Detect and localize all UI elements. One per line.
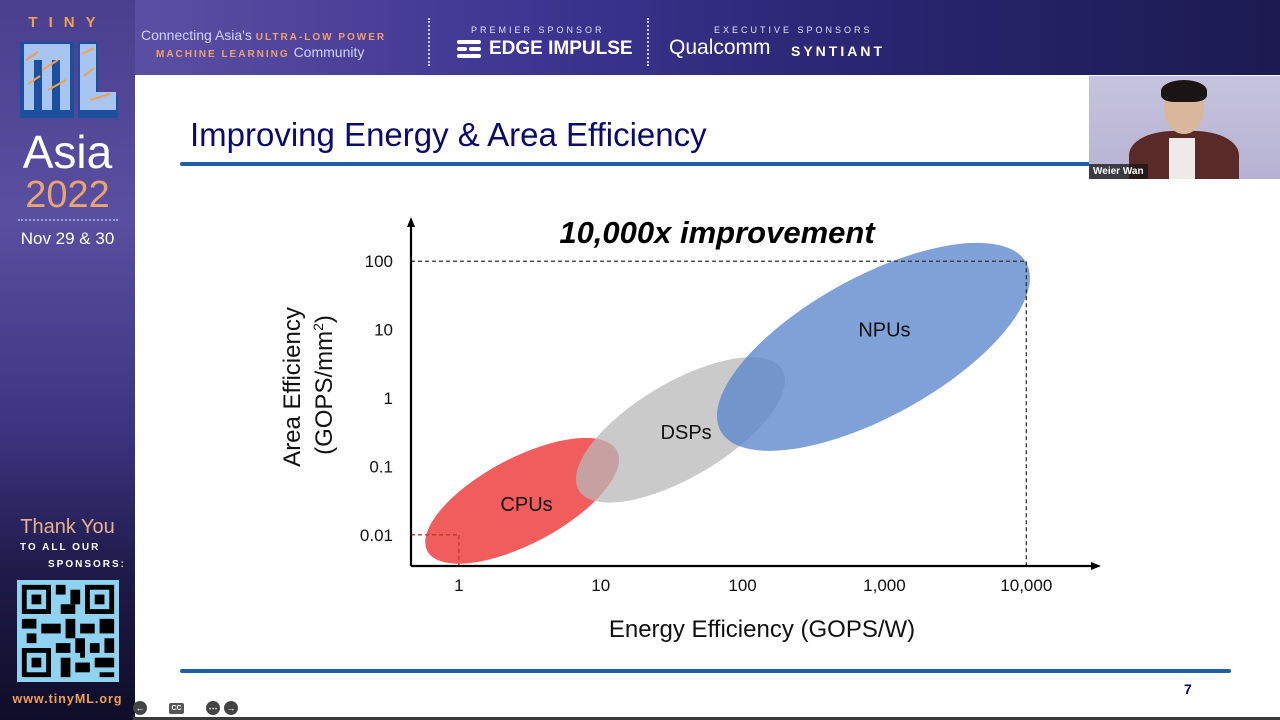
tagline-line2: MACHINE LEARNING Community [156, 44, 364, 60]
y-axis-label-line2: (GOPS/mm2) [310, 315, 338, 455]
region-label-npus: NPUs [858, 320, 910, 342]
x-tick-label: 10 [591, 576, 610, 595]
reference-lines-layer [411, 260, 1027, 566]
event-sidebar: TINY Asia 2022 Nov 29 & 30 Thank You TO … [0, 0, 135, 720]
x-tick-labels: 1 10 100 1,000 10,000 [454, 576, 1052, 595]
region-cpus [425, 437, 619, 564]
video-toggle-button[interactable]: ■ [188, 701, 202, 715]
y-axis-arrow-icon [407, 217, 415, 227]
y-tick-label: 0.01 [360, 526, 393, 545]
x-axis-label: Energy Efficiency (GOPS/W) [609, 616, 915, 643]
x-tick-label: 1,000 [863, 576, 906, 595]
y-tick-label: 10 [374, 321, 393, 340]
banner-divider [428, 18, 430, 66]
banner-divider [647, 18, 649, 66]
speaker-webcam: Weier Wan [1089, 76, 1280, 179]
sponsor-banner [135, 0, 1280, 75]
to-all-our-label: TO ALL OUR [20, 542, 101, 553]
edge-impulse-logo: EDGE IMPULSE [457, 38, 633, 60]
tagline-part1: Connecting Asia's [141, 27, 252, 43]
regions-layer: CPUs DSPs NPUs [425, 242, 1030, 564]
tagline-accent1: ULTRA-LOW POWER [255, 32, 387, 43]
y-tick-labels: 0.01 0.1 1 10 100 [360, 252, 393, 545]
player-bottom-bar [133, 717, 1280, 720]
sponsors-label: SPONSORS: [48, 559, 127, 570]
title-rule [180, 162, 1090, 166]
video-off-icon: ■ [191, 702, 199, 714]
x-axis-arrow-icon [1091, 562, 1101, 570]
x-tick-label: 100 [728, 576, 756, 595]
y-axis-unit: (GOPS/mm [311, 331, 338, 455]
event-dates: Nov 29 & 30 [20, 229, 115, 248]
speaker-shirt [1169, 138, 1195, 179]
y-axis-unit-close: ) [311, 315, 338, 323]
chart-title: 10,000x improvement [559, 215, 876, 250]
y-tick-label: 100 [365, 252, 393, 271]
edge-impulse-icon [457, 40, 481, 58]
pen-button[interactable]: ✎ [151, 701, 165, 715]
speaker-hair [1161, 80, 1207, 102]
edge-impulse-name: EDGE IMPULSE [489, 38, 633, 59]
asia-label: Asia [22, 126, 113, 178]
presentation-controls: ← ✎ CC ■ ⋯ → [133, 701, 238, 715]
region-npus [716, 242, 1030, 451]
captions-button[interactable]: CC [169, 702, 184, 714]
captions-icon: CC [171, 704, 182, 712]
x-tick-label: 10,000 [1000, 576, 1052, 595]
speaker-name-label: Weier Wan [1089, 164, 1148, 179]
tagline-part2: Community [293, 44, 365, 60]
x-tick-label: 1 [454, 576, 463, 595]
prev-icon: ← [135, 703, 145, 713]
next-slide-button[interactable]: → [224, 701, 238, 715]
qr-code-icon [17, 580, 119, 682]
y-axis-label-line1: Area Efficiency [279, 307, 306, 467]
next-icon: → [226, 703, 236, 713]
executive-sponsors-label: EXECUTIVE SPONSORS [714, 25, 873, 35]
prev-slide-button[interactable]: ← [133, 701, 147, 715]
region-label-cpus: CPUs [500, 494, 552, 516]
slide-title: Improving Energy & Area Efficiency [190, 116, 707, 153]
tagline-accent2: MACHINE LEARNING [156, 49, 290, 60]
thank-you-label: Thank You [20, 516, 115, 538]
pen-icon: ✎ [152, 701, 164, 715]
y-tick-label: 1 [384, 389, 393, 408]
page-number: 7 [1184, 681, 1192, 697]
qualcomm-logo: Qualcomm [669, 36, 771, 59]
y-tick-label: 0.1 [369, 457, 393, 476]
more-options-button[interactable]: ⋯ [206, 701, 220, 715]
more-icon: ⋯ [208, 702, 218, 713]
dotted-divider [18, 219, 118, 221]
website-link[interactable]: www.tinyML.org [12, 692, 123, 706]
footer-rule [180, 669, 1231, 673]
syntiant-logo: SYNTIANT [791, 43, 885, 59]
year-label: 2022 [25, 174, 110, 216]
premier-sponsor-label: PREMIER SPONSOR [471, 25, 605, 35]
y-axis-unit-superscript: 2 [310, 323, 326, 331]
tiny-label: TINY [28, 14, 107, 31]
region-label-dsps: DSPs [661, 422, 712, 444]
tinyml-logo-icon [20, 42, 118, 118]
tagline-line1: Connecting Asia's ULTRA-LOW POWER [141, 27, 386, 43]
